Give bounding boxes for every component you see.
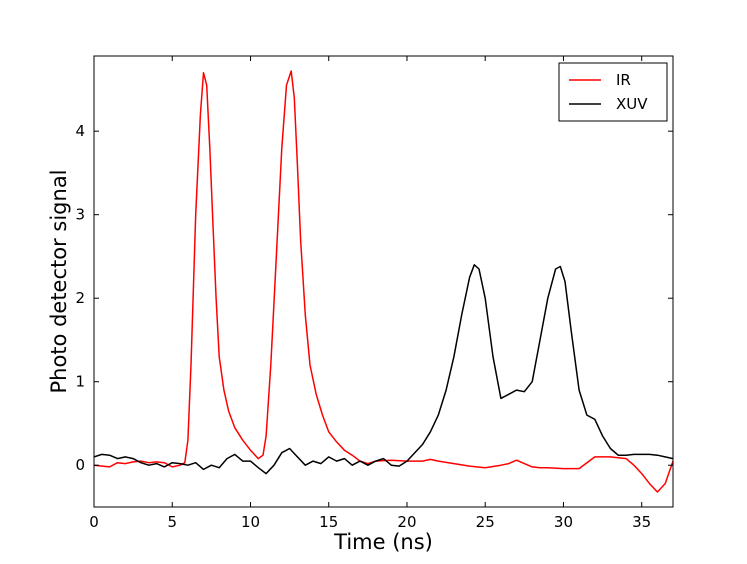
y-tick-label: 2	[75, 289, 85, 307]
plot-area	[94, 70, 673, 493]
y-tick-label: 1	[75, 373, 85, 391]
legend-label-ir: IR	[616, 71, 631, 89]
ticks: 0 5 10 15 20 25 30 35 0 1 2 3 4	[75, 56, 673, 531]
x-tick-label: 0	[89, 513, 99, 531]
x-tick-label: 10	[241, 513, 260, 531]
y-axis-title: Photo detector signal	[47, 169, 71, 393]
x-tick-label: 30	[554, 513, 573, 531]
legend-box	[558, 62, 668, 122]
y-tick-label: 3	[75, 206, 85, 224]
x-tick-label: 25	[476, 513, 495, 531]
x-tick-label: 15	[319, 513, 338, 531]
legend-label-xuv: XUV	[616, 95, 648, 113]
x-tick-label: 5	[167, 513, 177, 531]
plot-frame	[93, 55, 674, 508]
x-tick-label: 20	[397, 513, 416, 531]
y-tick-label: 4	[75, 122, 85, 140]
x-tick-label: 35	[632, 513, 651, 531]
axes	[93, 55, 674, 508]
x-axis-title: Time (ns)	[333, 530, 433, 554]
series-line-xuv	[94, 264, 673, 475]
legend: IR XUV	[558, 62, 668, 122]
y-tick-label: 0	[75, 456, 85, 474]
series-line-ir	[94, 70, 673, 493]
